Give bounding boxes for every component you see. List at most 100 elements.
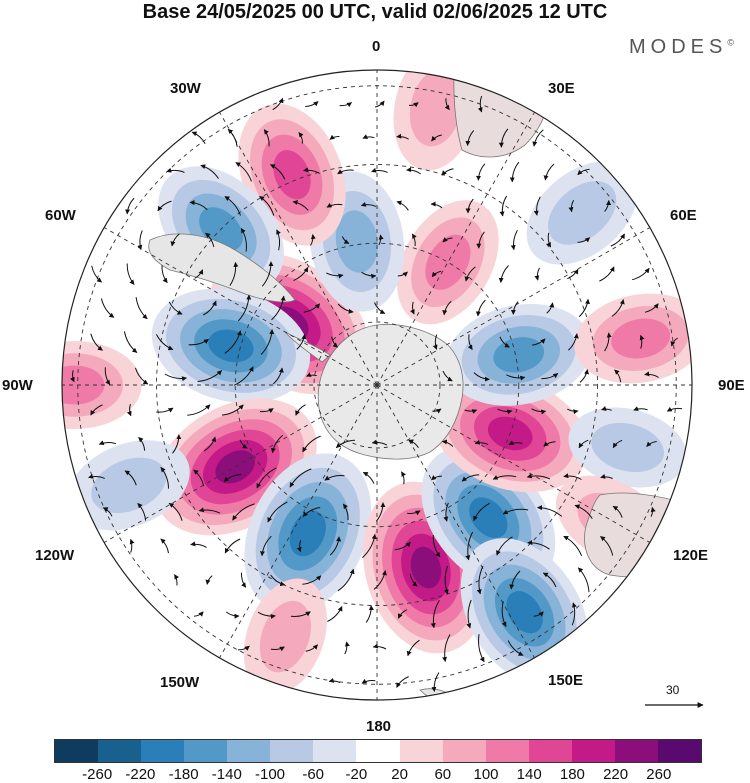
- wind-vector: [269, 164, 286, 180]
- wind-vector: [541, 373, 559, 380]
- wind-vector: [644, 303, 659, 313]
- meridian-label-90e: 90E: [718, 377, 745, 394]
- negative-anomaly-contour: [289, 510, 326, 557]
- wind-vector: [239, 439, 248, 449]
- wind-vector: [91, 265, 102, 283]
- negative-anomaly-contour: [547, 181, 617, 245]
- wind-vector: [272, 367, 284, 385]
- wind-vector: [337, 169, 354, 175]
- wind-vector: [342, 503, 349, 521]
- wind-vector: [604, 200, 612, 212]
- wind-vector: [189, 200, 208, 210]
- wind-vector: [406, 639, 420, 657]
- wind-vector: [526, 473, 551, 480]
- wind-vector: [442, 634, 451, 662]
- wind-vector: [432, 334, 438, 350]
- wind-vector: [191, 131, 206, 145]
- wind-vector: [270, 574, 286, 587]
- vector-scale-label: 30: [666, 683, 680, 697]
- wind-vector: [563, 535, 583, 556]
- meridian-label-60e: 60E: [670, 207, 697, 224]
- wind-vector: [465, 531, 474, 561]
- wind-vector: [156, 407, 174, 413]
- wind-vector: [104, 367, 111, 386]
- colorbar-tick-label: -60: [302, 766, 325, 783]
- wind-vector: [310, 234, 316, 246]
- wind-vector: [502, 508, 529, 515]
- colorbar-tick-label: 100: [473, 766, 499, 783]
- wind-vector: [329, 134, 340, 140]
- colorbar-swatch: [399, 740, 443, 762]
- wind-vector: [259, 535, 272, 557]
- latitude-circle: [156, 164, 598, 606]
- colorbar-swatch: [270, 740, 314, 762]
- wind-vector: [532, 129, 544, 147]
- wind-vector: [394, 541, 411, 551]
- negative-anomaly-contour: [506, 591, 543, 634]
- wind-vector: [292, 200, 309, 211]
- wind-vector: [600, 536, 614, 556]
- wind-vector: [302, 507, 321, 517]
- brand-mark: ©: [727, 37, 734, 48]
- colorbar-swatch: [485, 740, 529, 762]
- wind-vector: [270, 434, 284, 454]
- wind-vector: [543, 163, 555, 181]
- wind-vector: [431, 134, 442, 142]
- wind-vector: [272, 97, 284, 111]
- wind-vector: [475, 163, 486, 181]
- wind-vector: [396, 676, 409, 688]
- colorbar-tick-label: 220: [603, 766, 629, 783]
- wind-vector: [563, 473, 582, 480]
- wind-vector: [237, 294, 252, 322]
- wind-vector: [410, 301, 415, 315]
- wind-vector: [123, 331, 138, 353]
- colorbar-swatch: [141, 740, 185, 762]
- colorbar-tick-label: 180: [559, 766, 585, 783]
- wind-vector: [134, 367, 149, 385]
- wind-vector: [361, 678, 376, 684]
- wind-vector: [344, 641, 350, 655]
- wind-vector: [408, 439, 419, 448]
- colorbar-tick-label: -100: [254, 766, 286, 783]
- wind-vector: [193, 469, 205, 487]
- wind-vector: [639, 334, 645, 349]
- wind-vector: [633, 406, 648, 411]
- wind-vector: [442, 237, 453, 243]
- wind-vector: [335, 439, 356, 449]
- latitude-circle: [234, 242, 520, 528]
- wind-vector: [232, 503, 255, 521]
- colorbar-swatch: [571, 740, 615, 762]
- wind-vector: [568, 333, 579, 351]
- wind-vector: [257, 611, 276, 619]
- wind-vector: [339, 102, 353, 108]
- wind-vector: [170, 233, 180, 247]
- meridian-label-150w: 150W: [160, 674, 200, 691]
- wind-vector: [337, 568, 355, 592]
- colorbar-swatch: [614, 740, 658, 762]
- wind-vector: [362, 533, 377, 558]
- wind-vector: [361, 271, 377, 279]
- wind-vector: [527, 540, 550, 550]
- wind-vector: [430, 201, 443, 209]
- wind-vector: [263, 129, 270, 147]
- wind-vector: [546, 232, 552, 248]
- australia: [584, 492, 692, 578]
- wind-vector: [193, 611, 204, 617]
- wind-vector: [329, 536, 342, 556]
- wind-vector: [341, 236, 350, 244]
- wind-vector: [378, 234, 384, 246]
- wind-vector: [233, 366, 254, 386]
- wind-vector: [567, 268, 579, 280]
- wind-vector: [289, 468, 312, 488]
- wind-vector: [172, 434, 182, 454]
- wind-vector: [88, 473, 105, 479]
- wind-vector: [531, 408, 547, 415]
- wind-vector: [305, 644, 318, 652]
- wind-vector: [631, 267, 650, 281]
- colorbar-swatch: [184, 740, 228, 762]
- wind-vector: [155, 334, 174, 351]
- meridian-label-120w: 120W: [35, 547, 75, 564]
- wind-vector: [296, 334, 307, 350]
- wind-vector: [464, 409, 478, 414]
- wind-vector: [371, 167, 388, 173]
